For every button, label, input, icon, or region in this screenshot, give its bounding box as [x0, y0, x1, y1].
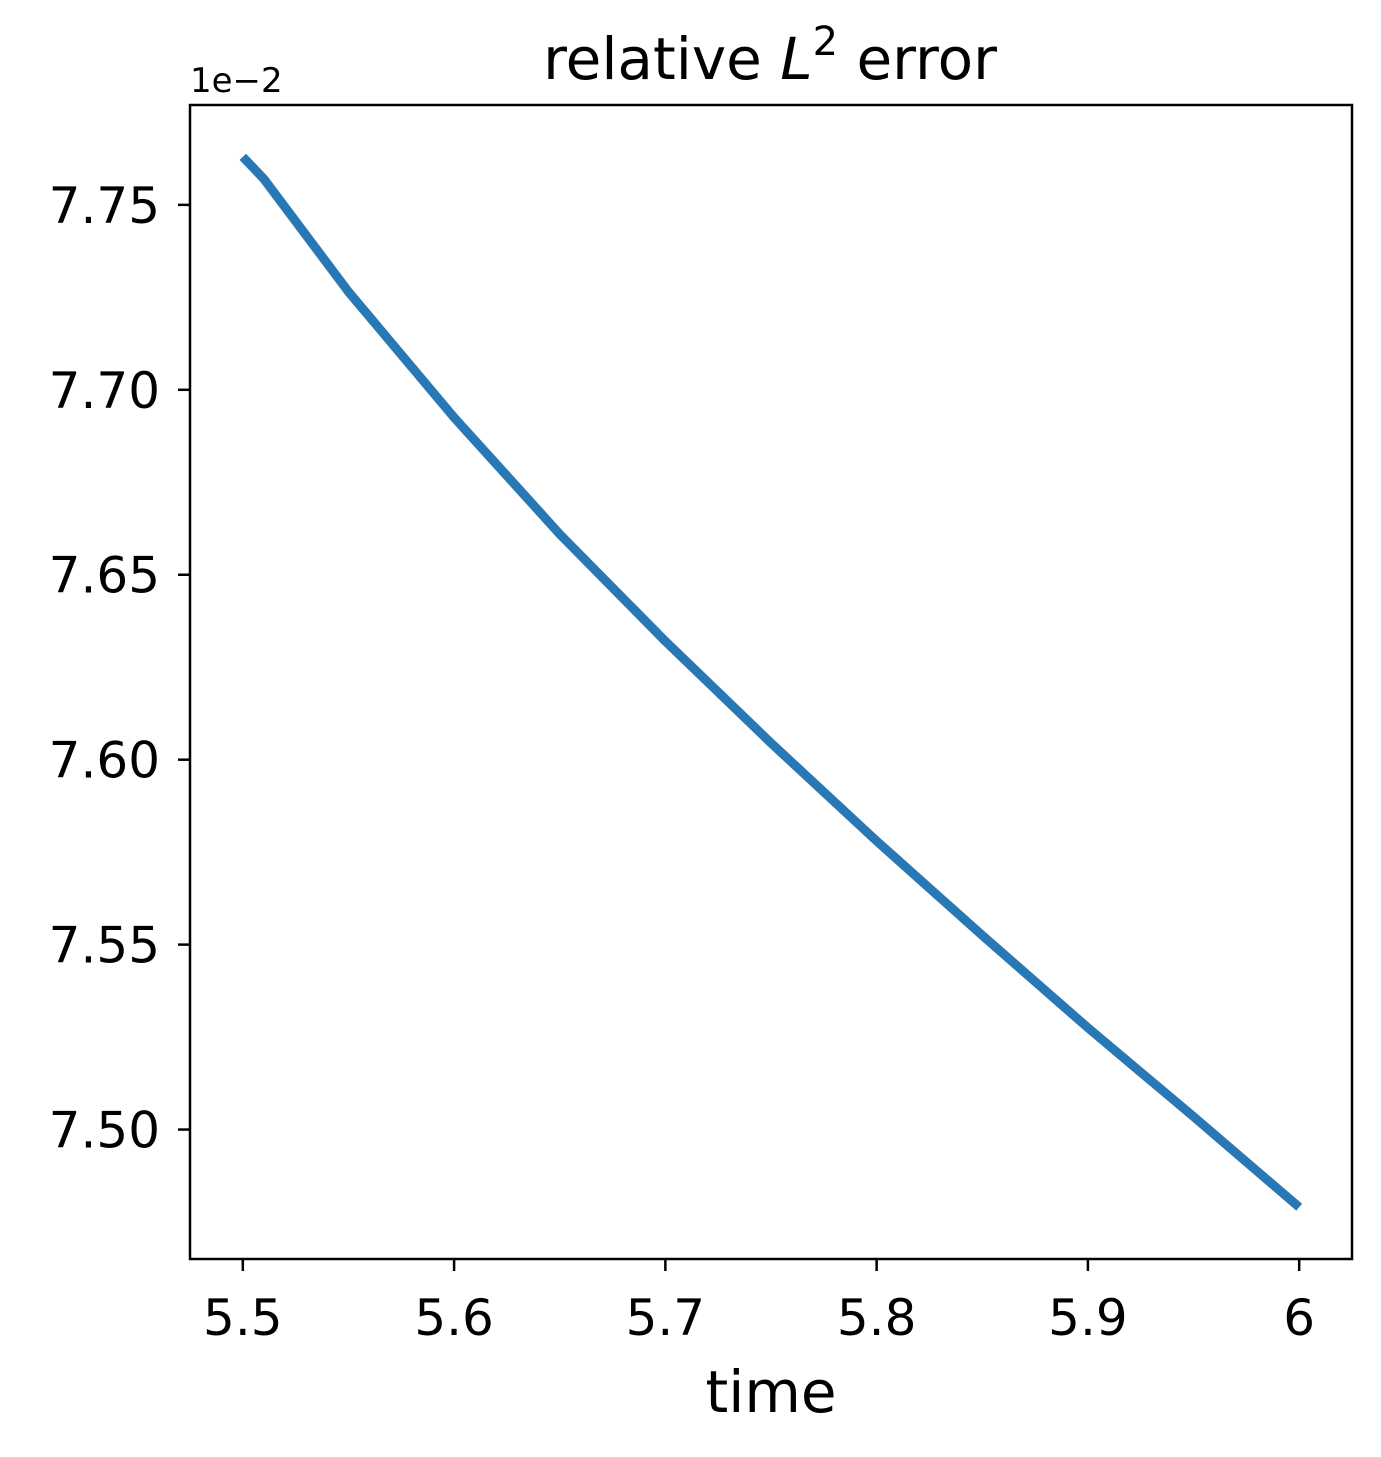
y-tick-label: 7.70: [49, 362, 160, 420]
chart-title: relative L2 error: [543, 19, 997, 93]
x-tick-label: 5.9: [1048, 1289, 1128, 1347]
x-tick-label: 5.8: [837, 1289, 917, 1347]
x-tick-label: 6: [1283, 1289, 1315, 1347]
x-tick-label: 5.5: [203, 1289, 283, 1347]
x-axis-label: time: [705, 1358, 836, 1426]
title-prefix: relative: [543, 25, 780, 93]
x-axis: 5.5 5.6 5.7 5.8 5.9 6: [203, 1259, 1315, 1347]
x-tick-label: 5.7: [626, 1289, 706, 1347]
title-symbol: L: [780, 25, 812, 93]
y-axis: 7.50 7.55 7.60 7.65 7.70 7.75: [49, 177, 190, 1160]
y-tick-label: 7.50: [49, 1102, 160, 1160]
y-tick-label: 7.65: [49, 547, 160, 605]
title-suffix: error: [838, 25, 997, 93]
y-tick-label: 7.60: [49, 732, 160, 790]
x-tick-label: 5.6: [414, 1289, 494, 1347]
y-tick-label: 7.55: [49, 917, 160, 975]
axes-frame: [188, 103, 1354, 1261]
series-line: [239, 153, 1303, 1211]
plot-area: [239, 153, 1303, 1211]
y-offset-label: 1e−2: [190, 61, 283, 101]
title-superscript: 2: [813, 19, 838, 65]
y-tick-label: 7.75: [49, 177, 160, 235]
